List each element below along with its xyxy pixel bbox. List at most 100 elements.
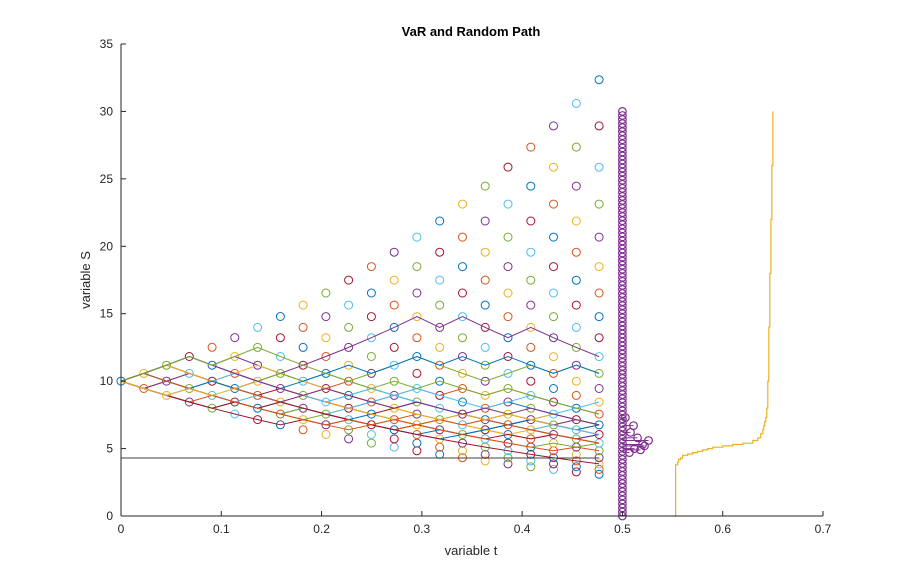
tree-node-point <box>526 181 536 191</box>
tree-node-point <box>366 420 376 430</box>
tree-node-point <box>526 376 536 386</box>
tree-node-point <box>571 98 581 108</box>
tree-node-point <box>480 456 490 466</box>
tree-node-point <box>594 438 604 448</box>
tree-node-point <box>275 420 285 430</box>
axes-layer: 0 0.1 0.2 0.3 0.4 0.5 0.6 0.7 0 5 10 15 20 25 30 35 <box>100 37 832 536</box>
random-paths <box>120 316 600 465</box>
tree-node-point <box>412 397 422 407</box>
tree-node-point <box>366 397 376 407</box>
tree-node-point <box>366 333 376 343</box>
tree-node-point <box>389 415 399 425</box>
y-tick-label: 0 <box>106 509 113 523</box>
y-tick-label: 15 <box>100 307 114 321</box>
tree-node-point <box>253 342 263 352</box>
tree-node-point <box>298 403 308 413</box>
tree-node-point <box>207 342 217 352</box>
histogram-stems <box>621 413 653 458</box>
tree-node-point <box>366 409 376 419</box>
tree-node-point <box>549 352 558 362</box>
histogram-stem-point <box>640 441 649 451</box>
tree-node-point <box>526 415 536 425</box>
tree-node-point <box>298 322 308 332</box>
tree-node-point <box>549 312 558 322</box>
tree-node-point <box>344 376 354 386</box>
tree-node-point <box>435 300 445 310</box>
tree-node-point <box>435 434 445 444</box>
y-tick-label: 25 <box>100 172 114 186</box>
tree-node-point <box>549 384 558 393</box>
tree-node-point <box>503 368 513 378</box>
tree-node-point <box>207 390 217 400</box>
tree-node-point <box>298 342 308 352</box>
tree-node-point <box>298 376 308 386</box>
tree-node-point <box>412 232 422 242</box>
tree-node-point <box>503 262 513 272</box>
tree-node-point <box>184 397 194 407</box>
tree-node-point <box>526 275 536 285</box>
tree-node-point <box>480 181 490 191</box>
tree-node-point <box>503 352 513 361</box>
tree-node-point <box>184 352 194 361</box>
x-tick-label: 0.6 <box>714 522 731 536</box>
tree-node-point <box>571 300 581 310</box>
tree-node-point <box>412 430 422 439</box>
tree-node-point <box>594 162 604 172</box>
tree-node-point <box>366 352 376 361</box>
random-path-line <box>120 355 600 390</box>
tree-node-point <box>435 322 445 332</box>
tree-node-point <box>412 438 422 448</box>
tree-node-point <box>480 216 490 226</box>
tree-node-point <box>503 384 513 393</box>
tree-node-point <box>389 275 399 285</box>
x-tick-label: 0.1 <box>213 522 230 536</box>
tree-node-point <box>253 360 263 370</box>
histogram-stem-point <box>633 433 642 443</box>
tree-node-point <box>366 262 376 272</box>
tree-node-point <box>389 360 399 370</box>
tree-node-point <box>253 390 263 400</box>
y-tick-label: 5 <box>106 442 113 456</box>
tree-node-point <box>571 467 581 477</box>
tree-node-point <box>526 434 536 444</box>
tree-node-point <box>571 360 581 370</box>
tree-node-point <box>435 360 445 370</box>
tree-node-point <box>275 384 285 393</box>
tree-node-point <box>526 142 536 152</box>
data-layer <box>116 75 774 521</box>
y-axis-label: variable S <box>78 251 93 309</box>
tree-node-point <box>321 420 331 430</box>
tree-node-point <box>571 322 581 332</box>
tree-node-point <box>230 368 240 378</box>
tree-node-point <box>344 390 354 400</box>
tree-node-point <box>298 300 308 310</box>
tree-node-point <box>366 384 376 393</box>
tree-node-point <box>571 403 581 413</box>
tree-node-point <box>458 420 467 430</box>
tree-node-point <box>389 425 399 435</box>
tree-node-point <box>480 403 490 413</box>
tree-node-point <box>253 415 263 425</box>
x-tick-label: 0 <box>118 522 125 536</box>
tree-node-point <box>571 275 581 285</box>
tree-node-point <box>275 352 285 361</box>
tree-node-point <box>321 312 331 322</box>
tree-node-point <box>184 368 194 378</box>
tree-node-point <box>594 409 604 419</box>
tree-node-point <box>549 199 558 209</box>
tree-node-point <box>503 312 513 322</box>
tree-node-point <box>412 420 422 430</box>
tree-node-point <box>526 360 536 370</box>
tree-node-point <box>298 415 308 425</box>
tree-node-point <box>526 300 536 310</box>
tree-node-point <box>458 438 467 448</box>
tree-node-point <box>458 409 467 419</box>
tree-node-point <box>435 216 445 226</box>
tree-node-point <box>253 403 263 413</box>
tree-node-point <box>503 420 513 430</box>
tree-node-point <box>571 376 581 386</box>
tree-node-point <box>594 459 604 469</box>
tree-node-point <box>412 333 422 343</box>
tree-node-point <box>321 397 331 407</box>
